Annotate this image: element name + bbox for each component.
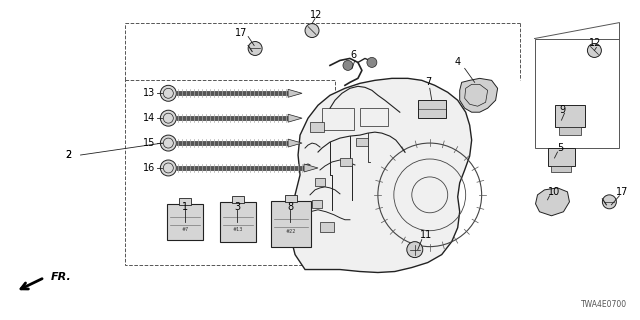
Text: #7: #7 bbox=[182, 227, 189, 232]
Text: #13: #13 bbox=[233, 227, 243, 232]
Bar bbox=[125, 80, 335, 265]
Bar bbox=[547, 148, 575, 166]
Bar bbox=[418, 100, 445, 118]
Text: 7: 7 bbox=[425, 77, 431, 87]
Text: TWA4E0700: TWA4E0700 bbox=[581, 300, 627, 309]
Text: 12: 12 bbox=[589, 37, 602, 47]
Bar bbox=[322, 108, 354, 130]
Circle shape bbox=[343, 60, 353, 70]
Circle shape bbox=[161, 110, 176, 126]
Text: 12: 12 bbox=[310, 10, 323, 20]
Bar bbox=[232, 196, 244, 203]
Text: 3: 3 bbox=[234, 202, 240, 212]
Text: 5: 5 bbox=[557, 143, 564, 153]
Text: #22: #22 bbox=[286, 229, 296, 234]
Bar bbox=[310, 122, 324, 132]
Text: 17: 17 bbox=[235, 28, 247, 37]
Polygon shape bbox=[290, 78, 472, 273]
Polygon shape bbox=[288, 89, 302, 97]
Bar bbox=[534, 38, 620, 148]
Text: 2: 2 bbox=[65, 150, 72, 160]
Circle shape bbox=[367, 58, 377, 68]
Text: 10: 10 bbox=[547, 187, 560, 197]
Bar bbox=[559, 127, 581, 135]
Circle shape bbox=[602, 195, 616, 209]
Bar bbox=[340, 158, 352, 166]
Text: 11: 11 bbox=[420, 230, 432, 240]
Circle shape bbox=[248, 42, 262, 55]
Bar bbox=[167, 204, 204, 240]
Text: 16: 16 bbox=[143, 163, 156, 173]
Polygon shape bbox=[536, 188, 570, 216]
Polygon shape bbox=[288, 139, 302, 147]
Circle shape bbox=[161, 160, 176, 176]
Polygon shape bbox=[288, 114, 302, 122]
Text: 9: 9 bbox=[559, 105, 566, 115]
Text: 2: 2 bbox=[65, 150, 72, 160]
Polygon shape bbox=[460, 78, 498, 112]
Text: 14: 14 bbox=[143, 113, 156, 123]
Bar bbox=[552, 166, 572, 172]
Bar bbox=[220, 202, 256, 242]
Bar bbox=[556, 105, 586, 127]
Bar bbox=[320, 222, 334, 232]
Circle shape bbox=[161, 135, 176, 151]
Text: 1: 1 bbox=[182, 202, 188, 212]
Circle shape bbox=[161, 85, 176, 101]
Text: 8: 8 bbox=[287, 202, 293, 212]
Bar bbox=[179, 198, 191, 205]
Polygon shape bbox=[304, 164, 318, 172]
Text: 15: 15 bbox=[143, 138, 156, 148]
Bar bbox=[271, 201, 311, 247]
Bar bbox=[356, 138, 368, 146]
Text: FR.: FR. bbox=[51, 273, 71, 283]
Text: 13: 13 bbox=[143, 88, 156, 98]
Bar bbox=[285, 195, 297, 202]
Circle shape bbox=[407, 242, 423, 258]
Circle shape bbox=[588, 44, 602, 58]
Bar bbox=[315, 178, 325, 186]
Text: 6: 6 bbox=[350, 51, 356, 60]
Bar bbox=[312, 200, 322, 208]
Text: 4: 4 bbox=[454, 57, 461, 68]
Circle shape bbox=[305, 24, 319, 37]
Bar bbox=[360, 108, 388, 126]
Text: 17: 17 bbox=[616, 187, 628, 197]
